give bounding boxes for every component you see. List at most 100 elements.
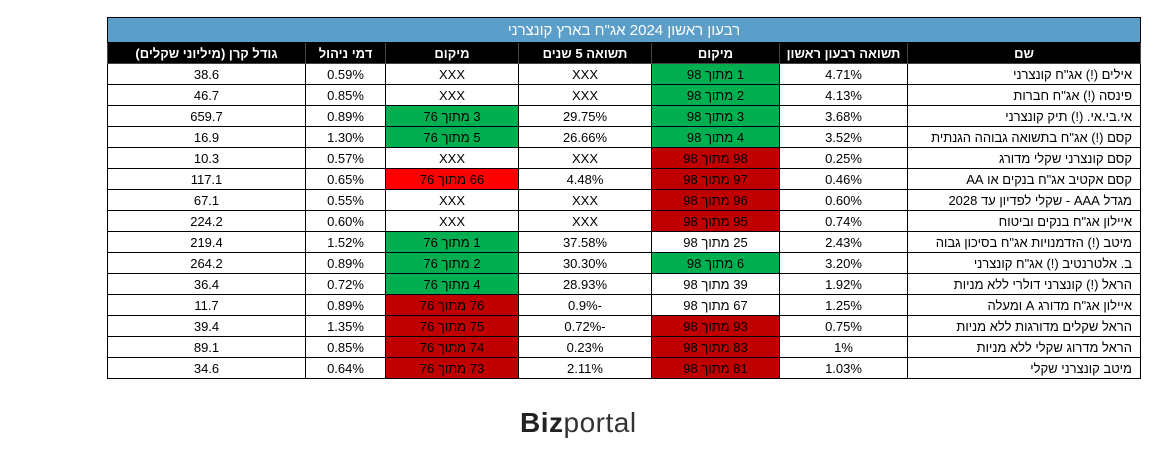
cell-q1-return: 0.75% [779,315,908,337]
cell-5y-return: XXX [518,84,652,106]
header-5y-return: תשואה 5 שנים [518,42,652,64]
cell-fund-size: 67.1 [107,189,306,211]
cell-5y-rank: XXX [385,147,519,169]
table-row: מיטב (!) הזדמנויות אג"ח בסיכון גבוה 2.43%… [107,231,1141,253]
cell-name: איילון אג"ח בנקים וביטוח [907,210,1141,232]
cell-5y-rank: 74 מתוך 76 [385,336,519,358]
cell-5y-return: 0.23% [518,336,652,358]
cell-fund-size: 117.1 [107,168,306,190]
cell-fee: 0.60% [305,210,386,232]
cell-5y-rank: 75 מתוך 76 [385,315,519,337]
cell-5y-rank: 4 מתוך 76 [385,273,519,295]
cell-fund-size: 11.7 [107,294,306,316]
cell-name: קסם אקטיב אג"ח בנקים או AA [907,168,1141,190]
header-name: שם [907,42,1141,64]
cell-fund-size: 34.6 [107,357,306,379]
cell-5y-rank: 2 מתוך 76 [385,252,519,274]
header-q1-rank: מיקום [651,42,780,64]
cell-name: הראל שקלים מדורגות ללא מניות [907,315,1141,337]
cell-5y-return: XXX [518,147,652,169]
cell-q1-return: 0.74% [779,210,908,232]
table-row: קסם (!) אג"ח בתשואה גבוהה הגנתית 3.52% 4 מ… [107,126,1141,148]
header-q1-return: תשואה רבעון ראשון [779,42,908,64]
cell-5y-return: XXX [518,189,652,211]
cell-5y-return: -0.72% [518,315,652,337]
cell-q1-rank: 4 מתוך 98 [651,126,780,148]
cell-q1-rank: 39 מתוך 98 [651,273,780,295]
cell-fee: 0.59% [305,63,386,85]
table-row: הראל (!) קונצרני דולרי ללא מניות 1.92% 39 … [107,273,1141,295]
header-fund-size: גודל קרן (מיליוני שקלים) [107,42,306,64]
table-row: מיטב קונצרני שקלי 1.03% 81 מתוך 98 2.11% 73 … [107,357,1141,379]
cell-5y-return: 30.30% [518,252,652,274]
cell-q1-return: 0.60% [779,189,908,211]
cell-q1-rank: 98 מתוך 98 [651,147,780,169]
table-body: אילים (!) אג"ח קונצרני 4.71% 1 מתוך 98 XXX X… [107,63,1141,379]
cell-5y-rank: XXX [385,63,519,85]
cell-q1-return: 2.43% [779,231,908,253]
header-row: שם תשואה רבעון ראשון מיקום תשואה 5 שנים … [107,42,1141,64]
cell-5y-return: 37.58% [518,231,652,253]
cell-fund-size: 16.9 [107,126,306,148]
cell-5y-rank: 76 מתוך 76 [385,294,519,316]
cell-5y-rank: XXX [385,84,519,106]
cell-name: מיטב קונצרני שקלי [907,357,1141,379]
cell-name: ב. אלטרנטיב (!) אג"ח קונצרני [907,252,1141,274]
cell-q1-rank: 6 מתוך 98 [651,252,780,274]
cell-q1-return: 0.25% [779,147,908,169]
cell-5y-return: 29.75% [518,105,652,127]
cell-5y-rank: 66 מתוך 76 [385,168,519,190]
cell-q1-rank: 93 מתוך 98 [651,315,780,337]
cell-5y-return: -0.9% [518,294,652,316]
funds-table-container: רבעון ראשון 2024 אג"ח בארץ קונצרני שם תש… [107,17,1141,379]
cell-fund-size: 36.4 [107,273,306,295]
cell-5y-return: XXX [518,63,652,85]
cell-fund-size: 46.7 [107,84,306,106]
cell-fee: 0.64% [305,357,386,379]
cell-fee: 1.52% [305,231,386,253]
cell-name: איילון אג"ח מדורג A ומעלה [907,294,1141,316]
cell-q1-rank: 2 מתוך 98 [651,84,780,106]
cell-5y-return: 4.48% [518,168,652,190]
cell-fee: 1.30% [305,126,386,148]
cell-q1-rank: 81 מתוך 98 [651,357,780,379]
cell-name: אילים (!) אג"ח קונצרני [907,63,1141,85]
cell-fee: 0.57% [305,147,386,169]
cell-name: הראל (!) קונצרני דולרי ללא מניות [907,273,1141,295]
header-fee: דמי ניהול [305,42,386,64]
cell-5y-return: 28.93% [518,273,652,295]
cell-fund-size: 38.6 [107,63,306,85]
cell-name: קסם קונצרני שקלי מדורג [907,147,1141,169]
cell-fund-size: 224.2 [107,210,306,232]
cell-q1-return: 4.13% [779,84,908,106]
cell-q1-return: 4.71% [779,63,908,85]
cell-q1-rank: 95 מתוך 98 [651,210,780,232]
cell-fee: 0.89% [305,105,386,127]
logo-bold-text: Biz [520,407,564,438]
cell-name: הראל מדרוג שקלי ללא מניות [907,336,1141,358]
cell-fee: 0.72% [305,273,386,295]
cell-q1-return: 0.46% [779,168,908,190]
cell-q1-rank: 67 מתוך 98 [651,294,780,316]
header-5y-rank: מיקום [385,42,519,64]
cell-q1-rank: 83 מתוך 98 [651,336,780,358]
cell-q1-rank: 3 מתוך 98 [651,105,780,127]
cell-q1-rank: 25 מתוך 98 [651,231,780,253]
cell-q1-return: 3.68% [779,105,908,127]
cell-q1-return: 1.25% [779,294,908,316]
cell-5y-rank: 3 מתוך 76 [385,105,519,127]
table-row: קסם אקטיב אג"ח בנקים או AA 0.46% 97 מתוך 9… [107,168,1141,190]
table-title: רבעון ראשון 2024 אג"ח בארץ קונצרני [107,17,1141,43]
cell-name: מגדל AAA - שקלי לפדיון עד 2028 [907,189,1141,211]
cell-5y-rank: 1 מתוך 76 [385,231,519,253]
cell-fund-size: 89.1 [107,336,306,358]
cell-fund-size: 219.4 [107,231,306,253]
cell-q1-return: 1.92% [779,273,908,295]
cell-fund-size: 264.2 [107,252,306,274]
table-row: הראל מדרוג שקלי ללא מניות 1% 83 מתוך 98 0.2… [107,336,1141,358]
cell-fee: 0.89% [305,252,386,274]
table-row: איילון אג"ח בנקים וביטוח 0.74% 95 מתוך 98 X… [107,210,1141,232]
cell-q1-return: 3.52% [779,126,908,148]
table-row: ב. אלטרנטיב (!) אג"ח קונצרני 3.20% 6 מתוך … [107,252,1141,274]
cell-q1-rank: 96 מתוך 98 [651,189,780,211]
